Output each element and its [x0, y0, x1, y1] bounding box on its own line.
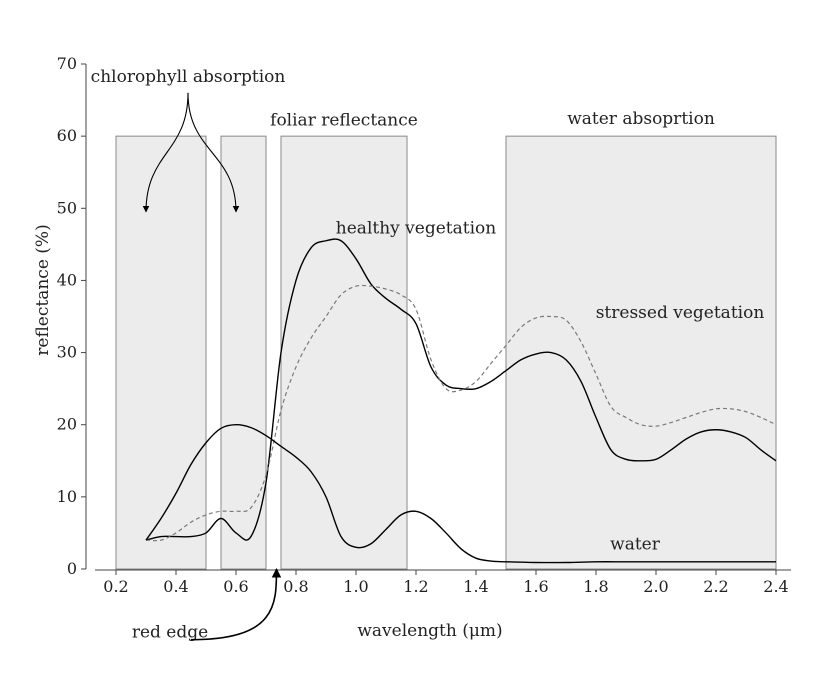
x-tick-label: 1.8 — [583, 577, 608, 596]
y-tick-label: 40 — [57, 270, 77, 289]
x-tick-label: 0.8 — [283, 577, 308, 596]
annotation-healthy-vegetation: healthy vegetation — [336, 219, 496, 239]
annotation-water: water — [610, 535, 661, 555]
annotation-arrow — [142, 92, 189, 213]
x-tick-label: 0.6 — [223, 577, 248, 596]
x-axis-label: wavelength (μm) — [357, 621, 502, 641]
y-axis-label: reflectance (%) — [33, 224, 53, 355]
x-tick-label: 1.4 — [463, 577, 488, 596]
x-tick-label: 0.2 — [103, 577, 128, 596]
y-tick-label: 10 — [57, 487, 77, 506]
y-tick-label: 60 — [57, 126, 77, 145]
y-tick-label: 0 — [67, 559, 77, 578]
shaded-region-0 — [115, 135, 207, 570]
annotation-arrow — [190, 568, 282, 641]
x-tick-label: 0.4 — [163, 577, 188, 596]
x-tick-label: 2.0 — [643, 577, 668, 596]
series-line-healthy-vegetation — [145, 238, 777, 541]
annotation-red-edge: red edge — [132, 623, 208, 643]
annotation-foliar-reflectance: foliar reflectance — [270, 110, 418, 130]
x-tick-label: 1.0 — [343, 577, 368, 596]
x-tick-label: 2.2 — [703, 577, 728, 596]
y-tick-label: 30 — [57, 343, 77, 362]
annotation-water-absoprtion: water absoprtion — [567, 109, 715, 129]
annotation-chlorophyll-absorption: chlorophyll absorption — [91, 67, 286, 87]
annotation-stressed-vegetation: stressed vegetation — [596, 303, 765, 323]
y-tick-label: 20 — [57, 415, 77, 434]
annotation-arrow — [187, 92, 240, 213]
y-tick-label: 50 — [57, 198, 77, 217]
x-tick-label: 1.2 — [403, 577, 428, 596]
shaded-region-1 — [220, 135, 267, 570]
series-line-water — [145, 424, 776, 564]
y-tick-label: 70 — [57, 54, 77, 73]
x-tick-label: 2.4 — [763, 577, 788, 596]
shaded-region-2 — [280, 135, 408, 570]
series-line-stressed-vegetation — [145, 284, 777, 542]
x-tick-label: 1.6 — [523, 577, 548, 596]
